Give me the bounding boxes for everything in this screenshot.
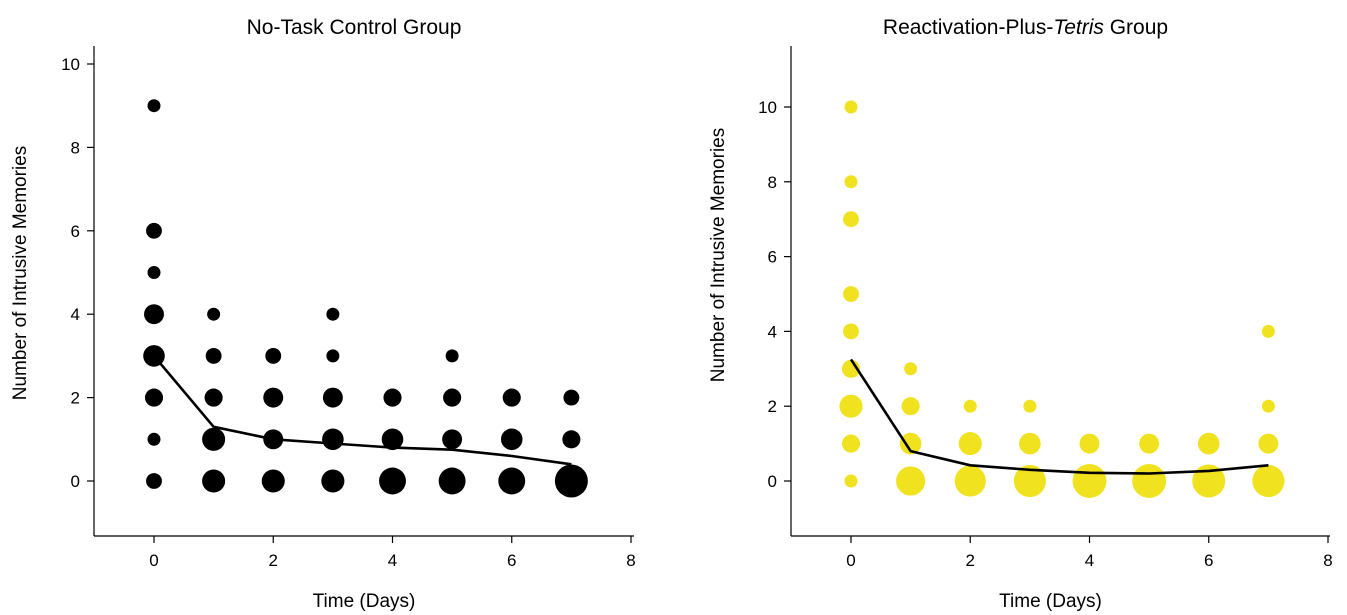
data-point [1192, 464, 1226, 498]
data-point [844, 474, 858, 488]
data-point [443, 388, 462, 407]
data-point [1023, 399, 1037, 413]
data-point [1261, 324, 1275, 338]
data-point [841, 434, 861, 453]
y-tick-label: 8 [71, 138, 80, 157]
data-point [899, 432, 922, 455]
data-point [554, 464, 588, 498]
data-point [322, 387, 343, 408]
data-point [321, 469, 345, 493]
y-tick-label: 10 [758, 98, 777, 117]
data-point [1258, 433, 1279, 454]
x-tick-label: 6 [1204, 551, 1213, 570]
data-point [204, 388, 223, 407]
y-tick-label: 4 [768, 322, 777, 341]
data-point [1261, 399, 1275, 413]
x-axis-title: Time (Days) [999, 591, 1102, 612]
x-tick-label: 0 [149, 551, 158, 570]
chart-panel-2: Reactivation-Plus-Tetris Group 0 2 4 6 8 10 0 2 4… [708, 16, 1333, 612]
data-point [839, 394, 863, 418]
data-point [843, 211, 859, 228]
data-point [147, 432, 161, 446]
data-point [563, 389, 580, 406]
data-point [261, 469, 285, 493]
data-point [500, 428, 523, 451]
data-point [379, 467, 406, 495]
data-point [1197, 432, 1220, 455]
data-point [1132, 464, 1167, 498]
chart-title: Reactivation-Plus-Tetris Group [883, 16, 1168, 39]
data-point [326, 349, 340, 363]
x-tick-label: 8 [626, 551, 635, 570]
chart-title: No-Task Control Group [247, 16, 462, 39]
x-tick-label: 2 [269, 551, 278, 570]
data-point [202, 469, 226, 493]
data-point [844, 100, 858, 114]
chart-title-part: Group [1104, 16, 1168, 39]
data-point [442, 429, 463, 450]
x-tick-label: 4 [388, 551, 397, 570]
data-point [146, 473, 162, 489]
x-tick-label: 8 [1323, 551, 1332, 570]
data-point [1019, 432, 1041, 455]
data-point [904, 362, 918, 376]
data-point [562, 430, 581, 449]
data-point [1139, 433, 1160, 454]
data-point [438, 467, 466, 495]
data-point [502, 388, 521, 407]
mean-trend-line [153, 355, 572, 466]
data-point [1072, 464, 1107, 498]
data-point [202, 427, 226, 451]
data-point [144, 388, 164, 407]
chart-title-part: No-Task Control Group [247, 16, 462, 39]
y-tick-label: 0 [768, 472, 777, 491]
y-axis-title: Number of Intrusive Memories [10, 146, 31, 400]
data-point [963, 399, 977, 413]
data-point [381, 428, 404, 451]
x-tick-label: 0 [846, 551, 855, 570]
chart-title-part: Tetris [1053, 16, 1104, 39]
data-point [322, 428, 344, 451]
data-point [207, 307, 221, 321]
x-axis-title: Time (Days) [313, 591, 416, 612]
x-tick-label: 6 [507, 551, 516, 570]
y-tick-label: 0 [71, 472, 80, 491]
y-tick-label: 4 [71, 305, 80, 324]
data-point [498, 467, 526, 495]
data-point [843, 323, 859, 340]
data-point [146, 222, 162, 239]
data-point [844, 175, 858, 189]
data-point [445, 349, 459, 363]
data-point [144, 304, 164, 325]
data-point [896, 466, 926, 496]
data-point [958, 432, 982, 456]
x-tick-label: 2 [966, 551, 975, 570]
y-tick-label: 6 [71, 222, 80, 241]
data-point [1079, 433, 1100, 454]
chart-panel-1: No-Task Control Group 0 2 4 6 8 10 0 2 4 6 8 Time (D… [10, 16, 636, 612]
y-tick-label: 8 [768, 173, 777, 192]
data-point [326, 307, 340, 321]
data-point [147, 266, 161, 279]
data-point [205, 347, 222, 364]
y-tick-label: 2 [768, 397, 777, 416]
data-point [265, 347, 282, 364]
data-point [1013, 464, 1046, 498]
mean-trend-line [849, 358, 1269, 475]
data-point [263, 387, 284, 408]
chart-title-part: Reactivation-Plus- [883, 16, 1053, 39]
y-tick-label: 10 [61, 55, 80, 74]
data-point [954, 465, 986, 497]
data-point [383, 388, 402, 407]
y-tick-label: 6 [768, 248, 777, 267]
x-tick-label: 4 [1085, 551, 1094, 570]
data-point [147, 99, 161, 113]
y-axis-title: Number of Intrusive Memories [708, 128, 729, 382]
y-tick-label: 2 [71, 389, 80, 408]
data-point [901, 397, 920, 416]
data-point [843, 286, 859, 302]
data-point [1252, 464, 1285, 498]
